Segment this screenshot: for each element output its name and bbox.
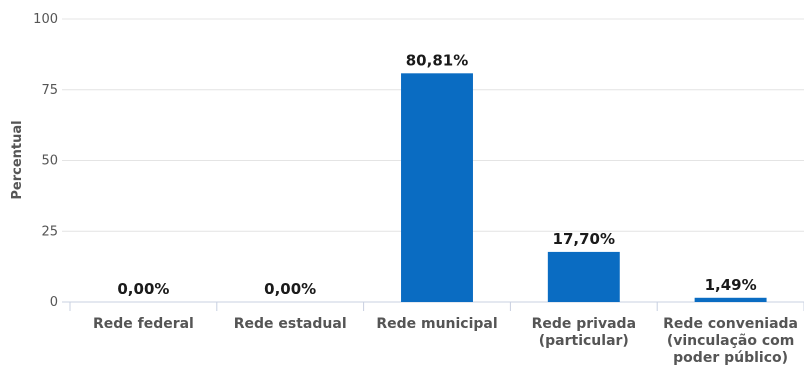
y-axis: 0 25 50 75 100 bbox=[33, 12, 58, 310]
x-category-label: (particular) bbox=[539, 333, 629, 349]
y-tick-label: 0 bbox=[50, 295, 58, 310]
bar bbox=[401, 73, 473, 302]
data-label: 0,00% bbox=[117, 280, 169, 298]
x-category-label: poder público) bbox=[673, 350, 788, 366]
y-tick-label: 100 bbox=[33, 12, 58, 27]
x-category-label: Rede estadual bbox=[234, 316, 347, 332]
x-category-label: Rede municipal bbox=[376, 316, 497, 332]
data-labels: 0,00% 0,00% 80,81% 17,70% 1,49% bbox=[117, 51, 756, 298]
x-category-label: Rede conveniada bbox=[663, 316, 798, 332]
y-tick-label: 75 bbox=[41, 83, 58, 98]
data-label: 17,70% bbox=[553, 230, 615, 248]
x-category-label: (vinculação com bbox=[667, 333, 795, 349]
x-category-label: Rede privada bbox=[532, 316, 636, 332]
data-label: 0,00% bbox=[264, 280, 316, 298]
bar bbox=[547, 251, 620, 302]
x-axis: Rede federal Rede estadual Rede municipal R… bbox=[69, 302, 804, 366]
x-category-label: Rede federal bbox=[93, 316, 194, 332]
y-axis-title: Percentual bbox=[10, 120, 25, 199]
data-label: 1,49% bbox=[705, 276, 757, 294]
y-tick-label: 25 bbox=[41, 224, 58, 239]
y-tick-label: 50 bbox=[41, 154, 58, 169]
data-label: 80,81% bbox=[406, 51, 468, 69]
bars bbox=[401, 73, 767, 302]
bar bbox=[694, 297, 767, 302]
